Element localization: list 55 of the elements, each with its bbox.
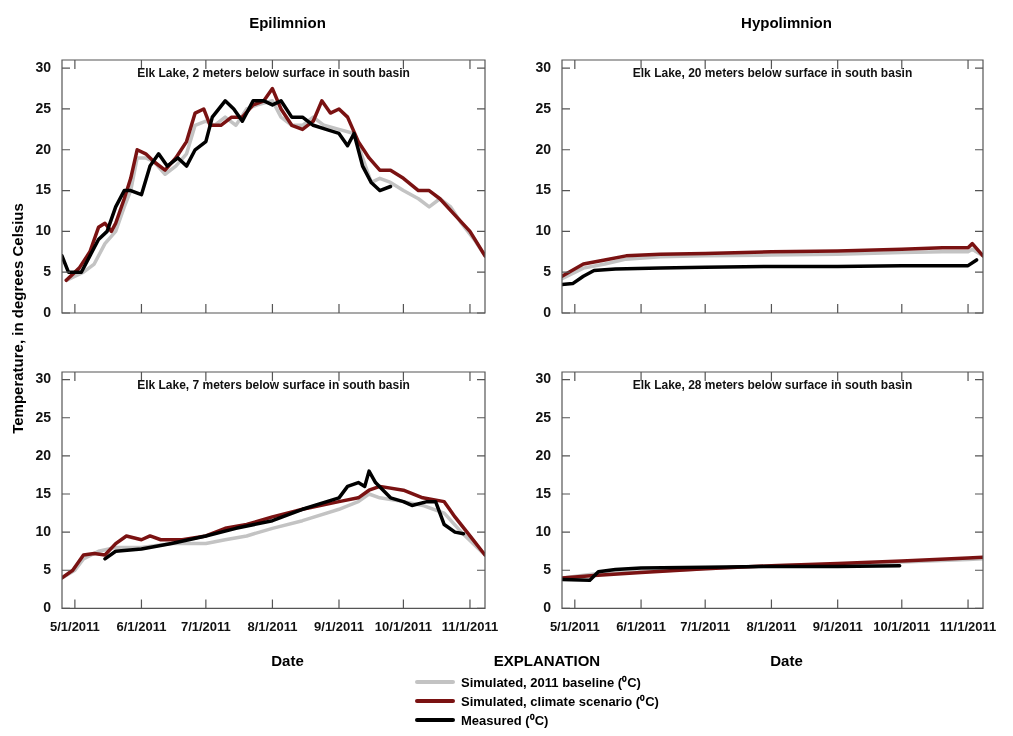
legend-label: Simulated, 2011 baseline (⁰C) — [461, 673, 641, 691]
x-tick-label: 6/1/2011 — [616, 618, 667, 634]
y-tick-label: 10 — [535, 222, 552, 239]
x-tick-label: 11/1/2011 — [939, 618, 997, 634]
y-tick-label: 20 — [535, 446, 552, 463]
x-axis-title: Date — [770, 652, 803, 669]
y-tick-label: 20 — [35, 140, 52, 157]
y-axis-title: Temperature, in degrees Celsius — [8, 202, 26, 436]
y-tick-label: 15 — [35, 484, 52, 501]
x-axis-title: Date — [271, 652, 304, 669]
y-tick-label: 30 — [535, 370, 552, 387]
legend-title: EXPLANATION — [492, 652, 602, 669]
x-tick-label: 8/1/2011 — [247, 618, 298, 634]
text: Elk Lake, 7 meters below surface in south basin — [137, 378, 410, 393]
y-tick-label: 25 — [35, 99, 52, 116]
y-tick-label: 5 — [43, 561, 52, 578]
y-tick-label: 15 — [535, 181, 552, 198]
x-tick-label: 11/1/2011 — [441, 618, 499, 634]
y-tick-label: 10 — [35, 222, 52, 239]
text: Elk Lake, 20 meters below surface in south basin — [632, 66, 913, 81]
x-tick-label: 9/1/2011 — [812, 618, 863, 634]
y-tick-label: 0 — [543, 303, 552, 320]
text: Elk Lake, 2 meters below surface in south basin — [137, 66, 410, 81]
y-tick-label: 30 — [535, 59, 552, 76]
y-tick-label: 0 — [543, 599, 552, 616]
x-tick-label: 7/1/2011 — [680, 618, 731, 634]
y-tick-label: 20 — [535, 140, 552, 157]
y-tick-label: 10 — [35, 523, 52, 539]
x-tick-label: 8/1/2011 — [746, 618, 797, 634]
chart-title: Epilimnion — [248, 14, 327, 31]
y-tick-label: 5 — [43, 263, 52, 280]
y-tick-label: 0 — [43, 599, 52, 616]
text: Elk Lake, 28 meters below surface in south basin — [632, 378, 913, 393]
y-tick-label: 25 — [535, 408, 552, 425]
legend-label: Measured (⁰C) — [461, 711, 549, 729]
x-tick-label: 7/1/2011 — [180, 618, 231, 634]
y-tick-label: 10 — [535, 523, 552, 539]
x-tick-label: 10/1/2011 — [873, 618, 931, 634]
y-tick-label: 25 — [35, 408, 52, 425]
y-tick-label: 25 — [535, 99, 552, 116]
y-tick-label: 5 — [543, 263, 552, 280]
x-tick-label: 9/1/2011 — [314, 618, 364, 634]
y-tick-label: 30 — [35, 370, 52, 387]
chart-title: Hypolimnion — [740, 14, 833, 31]
y-tick-label: 5 — [543, 561, 552, 578]
x-tick-label: 5/1/2011 — [49, 618, 100, 634]
x-tick-label: 10/1/2011 — [374, 618, 432, 634]
y-tick-label: 15 — [535, 484, 552, 501]
x-tick-label: 6/1/2011 — [116, 618, 167, 634]
y-tick-label: 0 — [43, 303, 52, 320]
y-tick-label: 15 — [35, 181, 52, 198]
x-tick-label: 5/1/2011 — [549, 618, 600, 634]
y-tick-label: 30 — [35, 59, 52, 76]
legend-label: Simulated, climate scenario (⁰C) — [461, 692, 659, 710]
y-tick-label: 20 — [35, 446, 52, 463]
